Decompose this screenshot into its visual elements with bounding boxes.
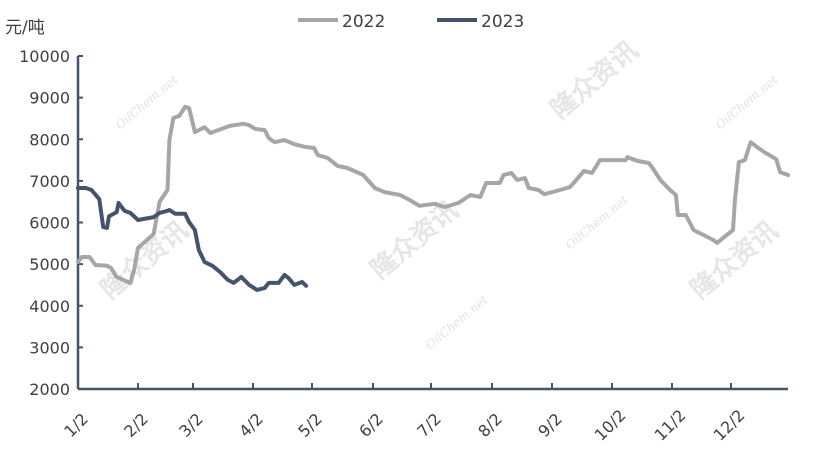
x-tick-label: 9/2 <box>534 409 566 441</box>
y-tick-label: 6000 <box>29 214 70 233</box>
y-tick-label: 2000 <box>29 380 70 399</box>
x-tick-label: 3/2 <box>175 409 207 441</box>
y-tick-label: 3000 <box>29 338 70 357</box>
x-tick-label: 11/2 <box>651 406 690 445</box>
x-tick-label: 5/2 <box>294 409 326 441</box>
y-tick-label: 9000 <box>29 89 70 108</box>
x-tick-label: 1/2 <box>60 409 92 441</box>
series-line-2023 <box>76 186 309 292</box>
x-tick-label: 2/2 <box>120 409 152 441</box>
legend: 2022 2023 <box>298 12 524 32</box>
legend-label: 2022 <box>342 12 385 32</box>
x-tick-label: 4/2 <box>235 409 267 441</box>
x-axis: 1/2 2/2 3/2 4/2 5/2 6/2 7/2 8/2 9/2 10/2 11/2 12/2 <box>60 383 788 445</box>
watermark-text: OilChem.net <box>563 192 631 252</box>
watermark-text: OilChem.net <box>713 72 781 132</box>
watermark-logo: 隆众资讯 <box>365 196 464 286</box>
y-axis: 2000 3000 4000 5000 6000 7000 8000 9000 10000 <box>19 47 83 399</box>
x-tick-label: 8/2 <box>474 409 506 441</box>
legend-label: 2023 <box>481 12 524 32</box>
legend-item-2023: 2023 <box>437 12 524 32</box>
y-tick-label: 8000 <box>29 130 70 149</box>
series-lines <box>76 104 790 292</box>
legend-item-2022: 2022 <box>298 12 385 32</box>
watermark-layer: 隆众资讯 隆众资讯隆众资讯隆众资讯OilChem.netOilChem.netOi… <box>95 36 784 353</box>
x-tick-label: 12/2 <box>710 406 749 445</box>
x-tick-label: 7/2 <box>413 409 445 441</box>
y-tick-label: 10000 <box>19 47 70 66</box>
watermark-logo: 隆众资讯 <box>545 36 644 126</box>
series-line-2022 <box>76 104 790 285</box>
x-tick-label: 10/2 <box>591 406 630 445</box>
y-tick-label: 5000 <box>29 255 70 274</box>
watermark-logo: 隆众资讯 <box>95 216 194 306</box>
y-axis-unit-label: 元/吨 <box>5 18 45 38</box>
x-tick-label: 6/2 <box>355 409 387 441</box>
y-tick-label: 4000 <box>29 297 70 316</box>
y-tick-label: 7000 <box>29 172 70 191</box>
watermark-text: OilChem.net <box>423 292 491 352</box>
